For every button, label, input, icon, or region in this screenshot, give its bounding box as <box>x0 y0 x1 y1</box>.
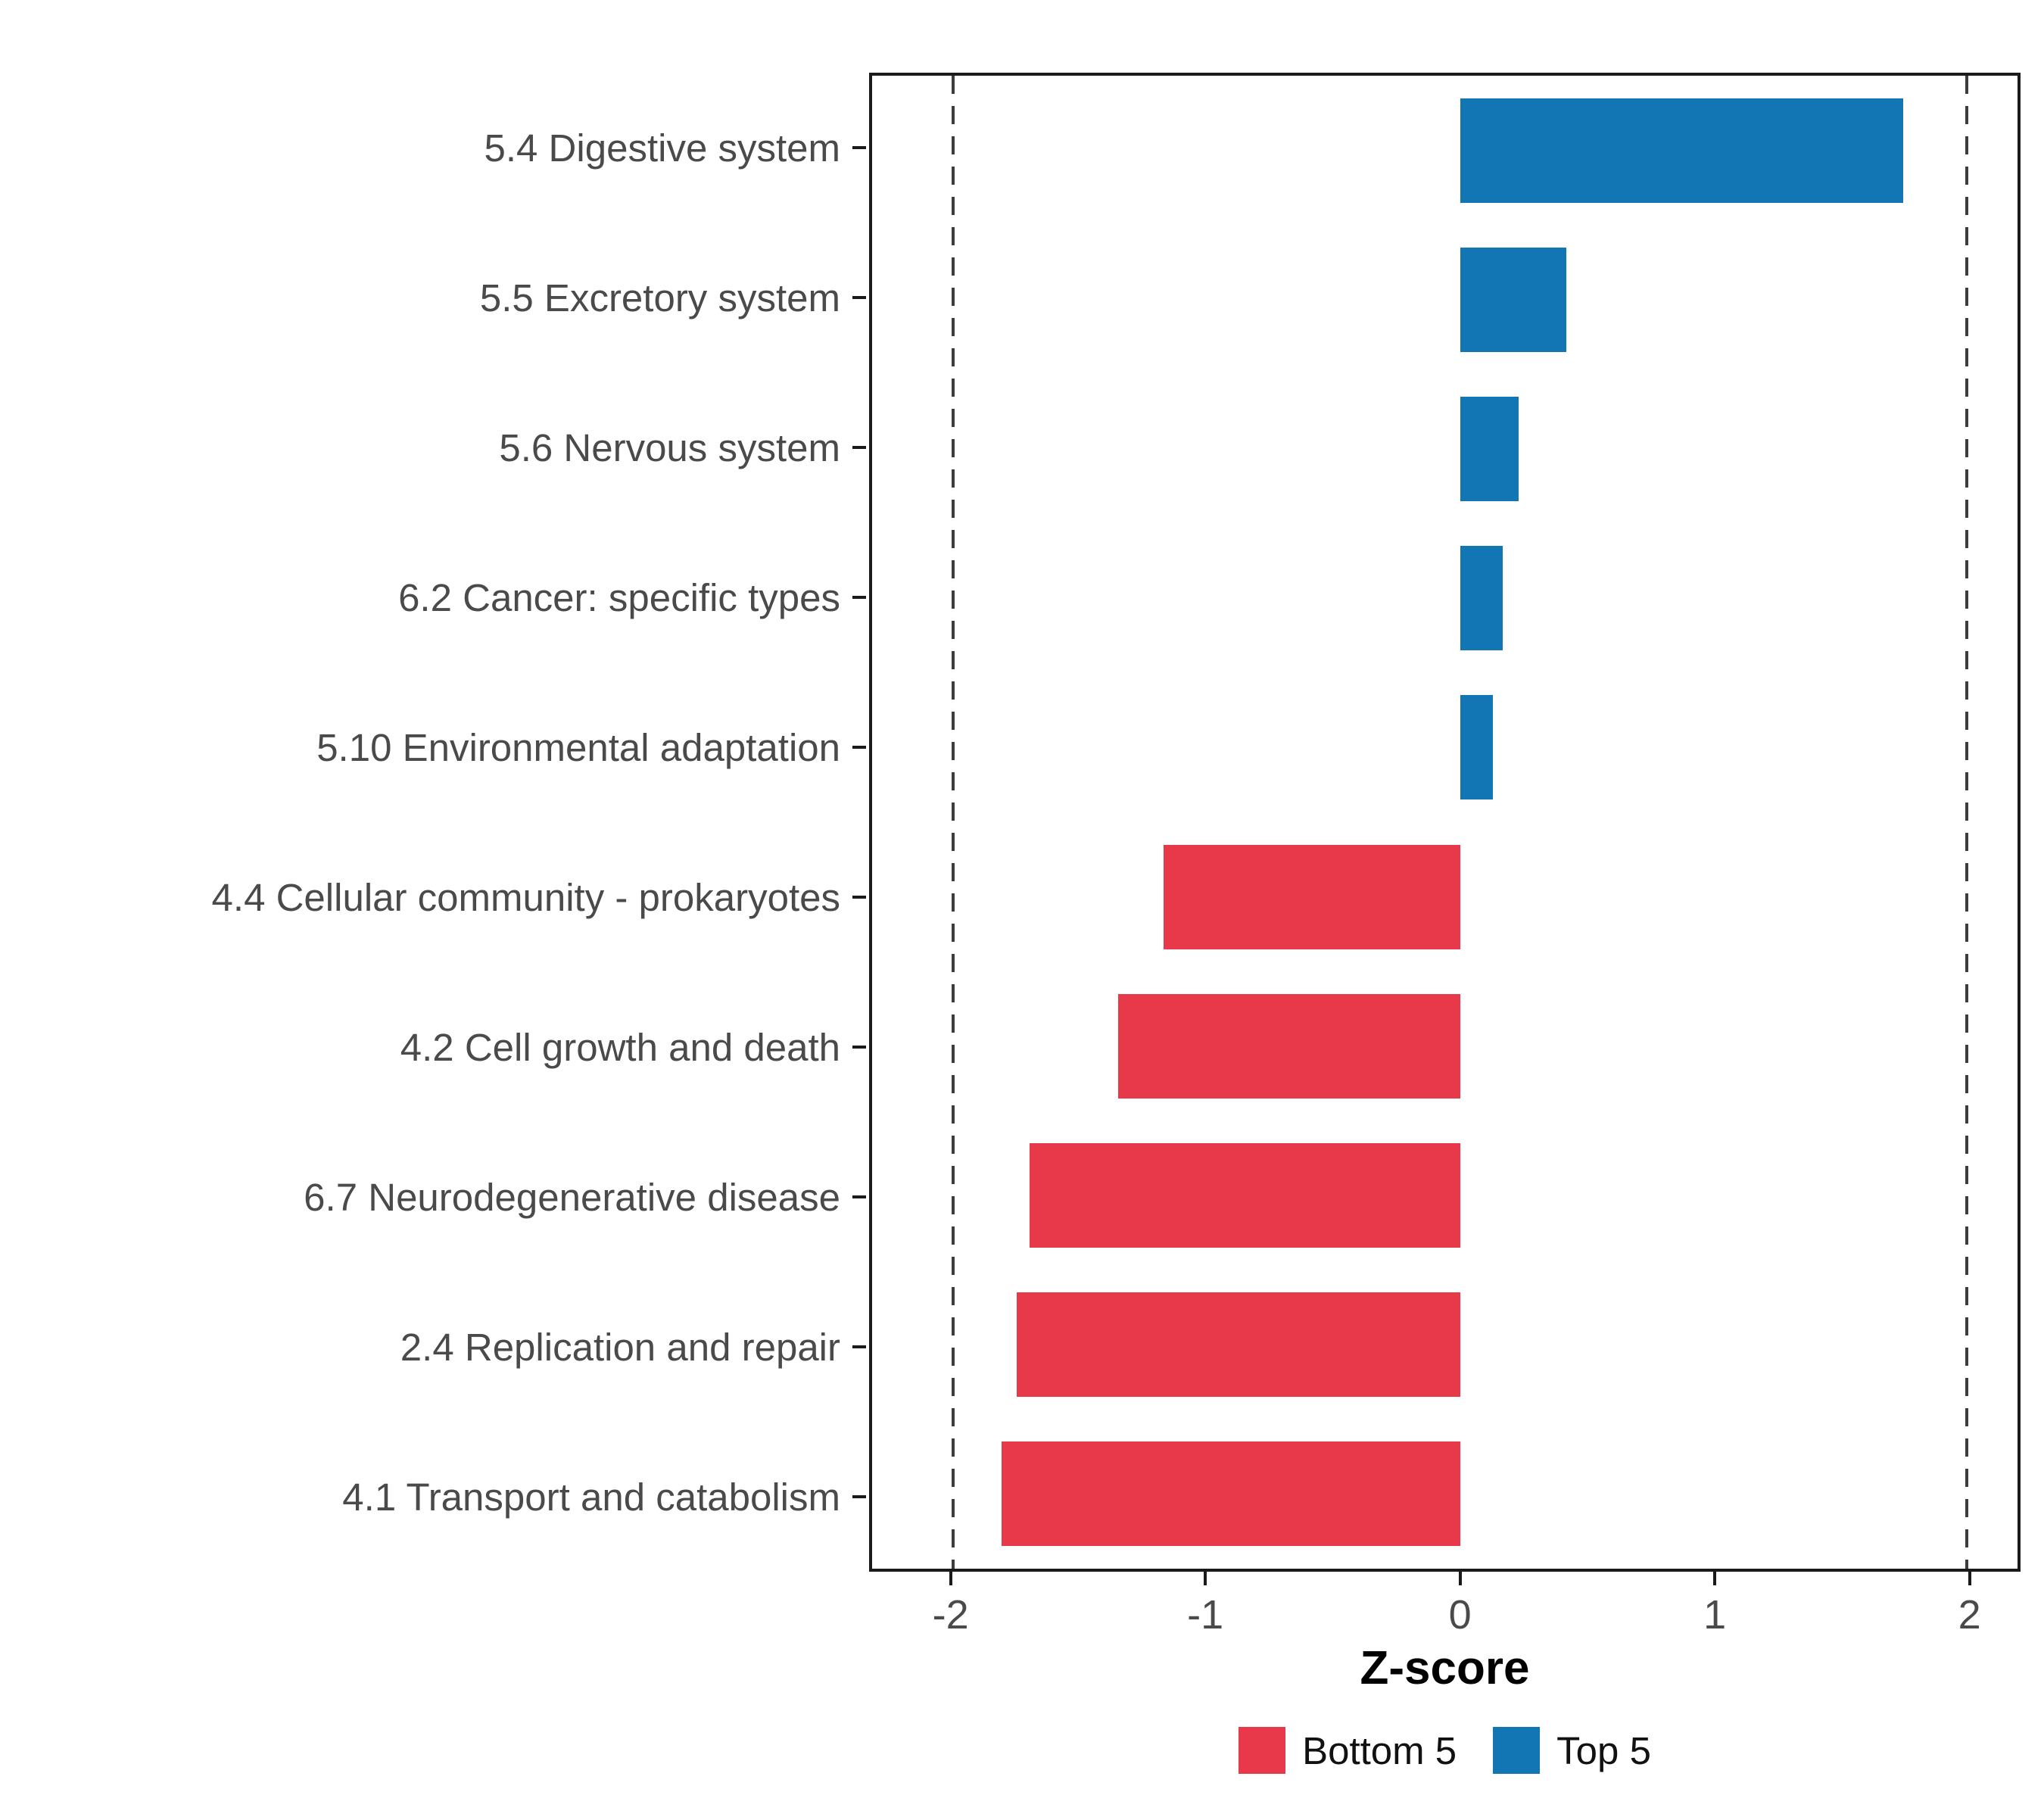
legend: Bottom 5 Top 5 <box>869 1720 2021 1781</box>
x-tick-mark <box>949 1572 952 1585</box>
y-axis-label: 5.4 Digestive system <box>484 126 840 170</box>
bar <box>1460 247 1567 352</box>
x-tick-mark <box>1968 1572 1971 1585</box>
y-tick-mark <box>852 1046 866 1049</box>
legend-label: Bottom 5 <box>1302 1728 1457 1772</box>
y-axis-label: 2.4 Replication and repair <box>400 1325 840 1369</box>
y-tick-mark <box>852 596 866 599</box>
x-axis-title: Z-score <box>1360 1642 1530 1694</box>
legend-swatch <box>1493 1727 1541 1774</box>
legend-item: Bottom 5 <box>1239 1727 1457 1774</box>
y-axis-label: 6.7 Neurodegenerative disease <box>304 1175 840 1219</box>
bar <box>1460 396 1519 501</box>
y-axis-label: 4.1 Transport and catabolism <box>342 1475 840 1519</box>
y-tick-mark <box>852 1345 866 1348</box>
bar <box>1016 1292 1460 1398</box>
y-tick-mark <box>852 446 866 449</box>
x-tick-label: 0 <box>1448 1592 1472 1638</box>
x-tick-label: -2 <box>932 1592 969 1638</box>
x-tick-label: -1 <box>1187 1592 1224 1638</box>
plot-panel <box>869 73 2021 1572</box>
y-tick-mark <box>852 296 866 299</box>
y-axis-label: 4.4 Cellular community - prokaryotes <box>211 875 840 919</box>
bar <box>1460 546 1503 651</box>
x-axis: -2 -1 0 1 2 <box>869 1572 2021 1663</box>
y-tick-mark <box>852 1495 866 1498</box>
bar <box>1460 695 1494 800</box>
x-tick-mark <box>1204 1572 1207 1585</box>
legend-swatch <box>1239 1727 1286 1774</box>
reference-line <box>952 76 955 1569</box>
bar <box>1029 1142 1460 1248</box>
bar <box>1117 993 1460 1099</box>
y-tick-mark <box>852 1195 866 1198</box>
legend-label: Top 5 <box>1556 1728 1651 1772</box>
y-axis-labels: 5.4 Digestive system 5.5 Excretory system… <box>0 73 840 1572</box>
legend-item: Top 5 <box>1493 1727 1651 1774</box>
bar <box>1460 98 1904 203</box>
y-axis-label: 6.2 Cancer: specific types <box>398 575 840 619</box>
y-axis-label: 5.6 Nervous system <box>499 425 840 469</box>
reference-line <box>1965 76 1969 1569</box>
y-axis-label: 5.5 Excretory system <box>479 276 840 319</box>
x-tick-label: 1 <box>1703 1592 1727 1638</box>
y-axis-ticks <box>852 73 866 1572</box>
x-tick-mark <box>1713 1572 1717 1585</box>
y-axis-label: 4.2 Cell growth and death <box>400 1025 840 1069</box>
y-tick-mark <box>852 746 866 749</box>
x-tick-label: 2 <box>1958 1592 1981 1638</box>
bar <box>1163 844 1460 949</box>
x-tick-mark <box>1458 1572 1462 1585</box>
y-tick-mark <box>852 146 866 149</box>
bar <box>1001 1441 1460 1547</box>
y-axis-label: 5.10 Environmental adaptation <box>316 725 840 769</box>
y-tick-mark <box>852 896 866 899</box>
